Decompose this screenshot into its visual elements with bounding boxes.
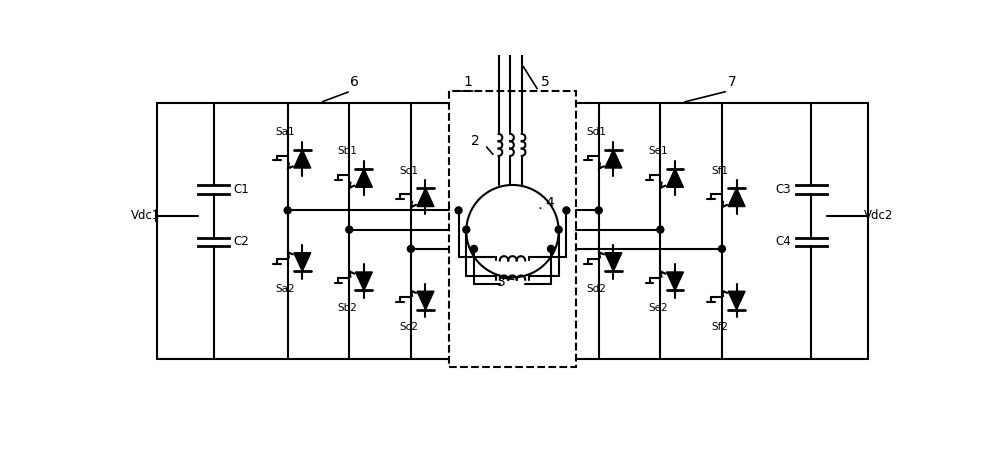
Circle shape [657, 226, 664, 233]
Text: Sa2: Sa2 [276, 283, 295, 293]
Text: 4: 4 [545, 196, 554, 210]
Text: 3: 3 [497, 275, 505, 289]
Circle shape [455, 207, 462, 214]
Circle shape [595, 207, 602, 214]
Text: C4: C4 [775, 235, 791, 249]
Text: C3: C3 [776, 183, 791, 196]
Text: C2: C2 [234, 235, 250, 249]
Text: Sc2: Sc2 [399, 322, 418, 332]
Circle shape [284, 207, 291, 214]
Text: C1: C1 [234, 183, 250, 196]
Circle shape [563, 207, 570, 214]
Text: 2: 2 [471, 134, 480, 148]
Text: 5: 5 [540, 75, 549, 89]
Text: 1: 1 [463, 75, 472, 89]
Text: Vdc2: Vdc2 [864, 209, 894, 222]
Circle shape [548, 245, 554, 252]
Text: Sf2: Sf2 [711, 322, 728, 332]
Text: Sc1: Sc1 [399, 166, 418, 176]
Circle shape [718, 245, 725, 252]
Circle shape [463, 226, 470, 233]
Bar [449, 91, 576, 367]
Circle shape [407, 245, 414, 252]
Text: Sd1: Sd1 [586, 127, 606, 137]
Circle shape [555, 226, 562, 233]
Text: Sb1: Sb1 [337, 147, 357, 156]
Polygon shape [666, 272, 683, 291]
Polygon shape [417, 291, 434, 310]
Circle shape [471, 245, 477, 252]
Polygon shape [605, 253, 622, 271]
Polygon shape [417, 188, 434, 207]
Text: Se1: Se1 [648, 147, 668, 156]
Polygon shape [355, 272, 372, 291]
Text: Sa1: Sa1 [276, 127, 295, 137]
Text: 6: 6 [350, 75, 359, 89]
Polygon shape [666, 169, 683, 187]
Polygon shape [728, 291, 745, 310]
Text: Sd2: Sd2 [586, 283, 606, 293]
Text: Sf1: Sf1 [711, 166, 728, 176]
Polygon shape [728, 188, 745, 207]
Text: Se2: Se2 [648, 303, 668, 313]
Circle shape [346, 226, 353, 233]
Text: Vdc1: Vdc1 [131, 209, 161, 222]
Polygon shape [355, 169, 372, 187]
Polygon shape [294, 253, 311, 271]
Polygon shape [294, 149, 311, 168]
Text: 7: 7 [728, 75, 736, 89]
Polygon shape [605, 149, 622, 168]
Text: Sb2: Sb2 [337, 303, 357, 313]
